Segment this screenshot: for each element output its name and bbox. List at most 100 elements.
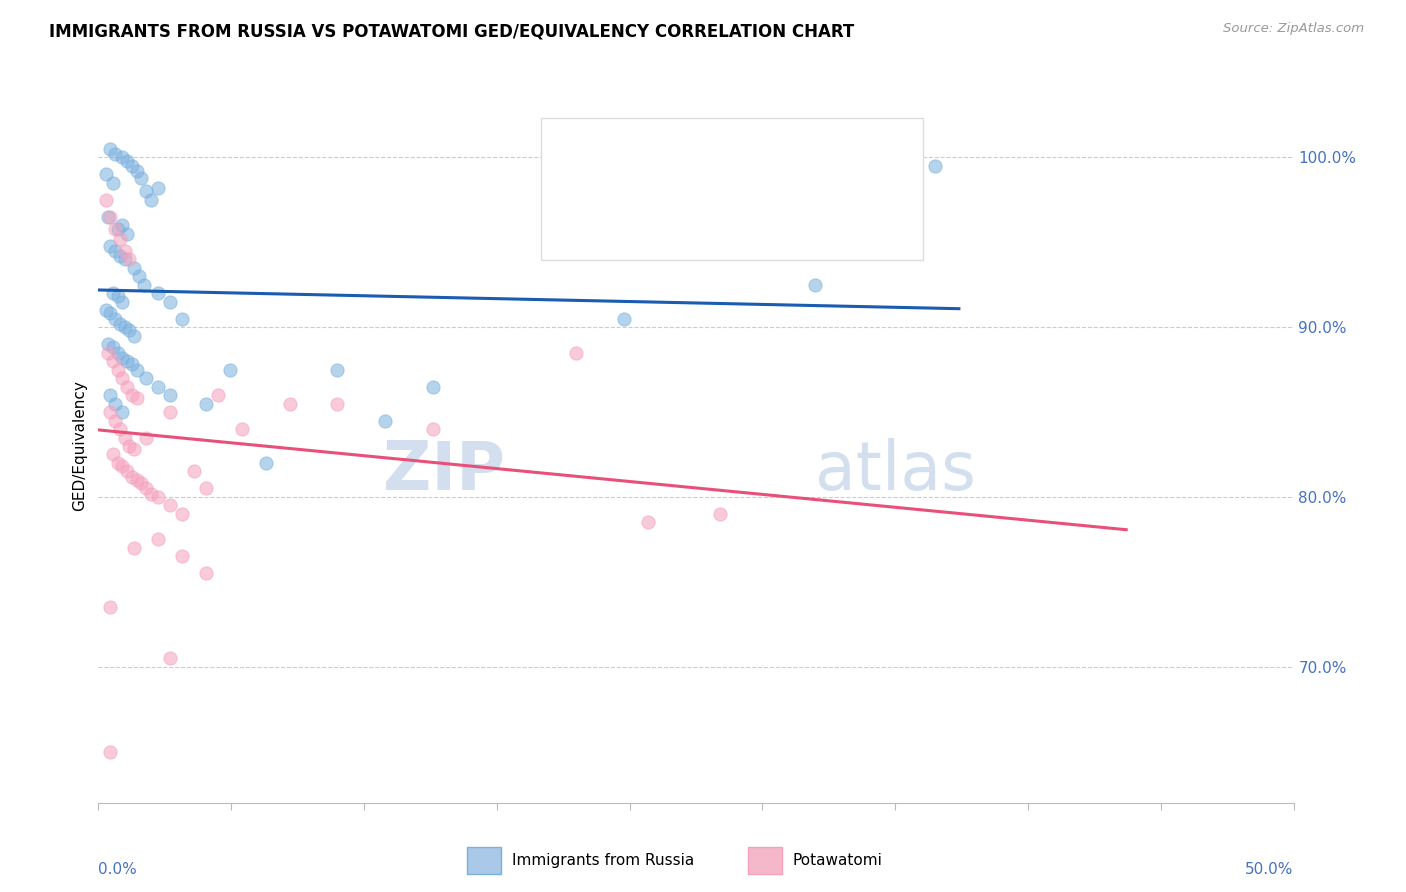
Point xyxy=(159,651,181,665)
Point xyxy=(709,507,731,521)
Point xyxy=(125,163,148,178)
Point xyxy=(194,566,218,581)
Point xyxy=(159,294,181,309)
Point xyxy=(924,159,946,173)
Point xyxy=(115,153,138,168)
Point xyxy=(94,167,117,181)
Point xyxy=(804,277,827,292)
Point xyxy=(124,442,146,457)
Point xyxy=(97,345,120,359)
Text: Source: ZipAtlas.com: Source: ZipAtlas.com xyxy=(1223,22,1364,36)
Point xyxy=(98,600,122,615)
Point xyxy=(118,439,141,453)
Point xyxy=(326,396,349,410)
Point xyxy=(101,176,124,190)
Point xyxy=(135,184,157,198)
Point xyxy=(108,317,131,331)
Point xyxy=(118,323,141,337)
Point xyxy=(111,294,134,309)
Point xyxy=(94,303,117,318)
Point xyxy=(101,286,124,301)
Point xyxy=(107,345,129,359)
Text: ZIP: ZIP xyxy=(382,439,505,505)
Point xyxy=(124,328,146,343)
Point xyxy=(125,362,148,376)
Point xyxy=(98,306,122,320)
Point xyxy=(125,473,148,487)
Point xyxy=(101,341,124,355)
Point xyxy=(104,146,127,161)
Point xyxy=(107,456,129,470)
Point xyxy=(98,210,122,224)
Point xyxy=(104,244,127,258)
Point xyxy=(98,238,122,252)
Point xyxy=(194,482,218,496)
Point xyxy=(107,221,129,235)
Point xyxy=(326,362,349,376)
Point xyxy=(111,371,134,385)
Point xyxy=(139,486,162,500)
Point xyxy=(108,422,131,436)
Point xyxy=(98,388,122,402)
Point xyxy=(159,405,181,419)
Point xyxy=(172,507,194,521)
Point xyxy=(114,244,136,258)
Point xyxy=(135,430,157,444)
Point xyxy=(194,396,218,410)
Point xyxy=(118,252,141,266)
Point xyxy=(254,456,277,470)
Point xyxy=(104,413,127,427)
Point xyxy=(148,286,170,301)
Point xyxy=(128,269,150,284)
Point xyxy=(124,541,146,555)
Point xyxy=(131,476,153,491)
Y-axis label: GED/Equivalency: GED/Equivalency xyxy=(72,381,87,511)
Point xyxy=(135,482,157,496)
Text: atlas: atlas xyxy=(815,439,976,505)
Point xyxy=(278,396,301,410)
Point xyxy=(104,311,127,326)
Point xyxy=(121,388,143,402)
Point xyxy=(207,388,229,402)
Point xyxy=(172,311,194,326)
Point xyxy=(219,362,242,376)
Point xyxy=(121,358,143,372)
Point xyxy=(374,413,396,427)
Point xyxy=(124,260,146,275)
Point xyxy=(111,351,134,365)
Point xyxy=(111,150,134,164)
Point xyxy=(159,388,181,402)
Point xyxy=(98,745,122,759)
Text: 0.0%: 0.0% xyxy=(98,863,138,877)
Point xyxy=(108,232,131,246)
Point xyxy=(111,405,134,419)
Point xyxy=(115,354,138,368)
Point xyxy=(114,252,136,266)
Point xyxy=(121,469,143,483)
Point xyxy=(101,354,124,368)
Point xyxy=(125,392,148,406)
Point xyxy=(121,159,143,173)
Point xyxy=(107,289,129,303)
Point xyxy=(98,405,122,419)
Point xyxy=(132,277,155,292)
Text: 50.0%: 50.0% xyxy=(1246,863,1294,877)
Point xyxy=(104,396,127,410)
Point xyxy=(637,516,659,530)
Point xyxy=(148,379,170,393)
Point xyxy=(148,533,170,547)
Point xyxy=(115,465,138,479)
Point xyxy=(159,499,181,513)
Point xyxy=(565,345,588,359)
Point xyxy=(101,448,124,462)
Point xyxy=(135,371,157,385)
Point xyxy=(131,170,153,185)
Point xyxy=(107,362,129,376)
Point xyxy=(97,337,120,351)
Point xyxy=(115,227,138,241)
Point xyxy=(422,379,444,393)
Bar xyxy=(748,847,782,874)
Bar xyxy=(467,847,501,874)
Point xyxy=(115,379,138,393)
Text: Immigrants from Russia: Immigrants from Russia xyxy=(512,854,695,868)
